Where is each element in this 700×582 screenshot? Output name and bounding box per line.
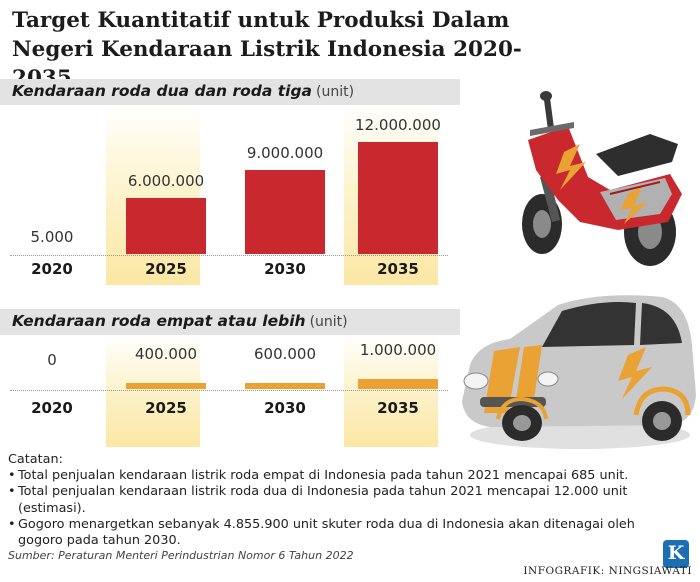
year-label-2035: 2035 bbox=[377, 399, 419, 417]
year-label-2025: 2025 bbox=[145, 260, 187, 278]
notes: Catatan: Total penjualan kendaraan listr… bbox=[8, 452, 668, 549]
year-label-2030: 2030 bbox=[264, 399, 306, 417]
value-label-2025: 6.000.000 bbox=[127, 172, 205, 190]
value-label-2030: 9.000.000 bbox=[246, 144, 324, 162]
note-item: Gogoro menargetkan sebanyak 4.855.900 un… bbox=[8, 517, 668, 549]
bar-2035 bbox=[358, 379, 438, 389]
year-label-2025: 2025 bbox=[145, 399, 187, 417]
value-label-2035: 1.000.000 bbox=[359, 341, 437, 359]
value-label-2030: 600.000 bbox=[253, 345, 317, 363]
baseline bbox=[10, 390, 448, 391]
year-label-2020: 2020 bbox=[31, 260, 73, 278]
value-label-2035: 12.000.000 bbox=[355, 116, 441, 134]
note-item: Total penjualan kendaraan listrik roda d… bbox=[8, 484, 668, 516]
kompas-logo: K bbox=[663, 540, 689, 568]
bar-2030 bbox=[245, 170, 325, 254]
note-item: Total penjualan kendaraan listrik roda e… bbox=[8, 468, 668, 484]
section-header-two-three-wheel: Kendaraan roda dua dan roda tiga (unit) bbox=[0, 79, 460, 105]
value-label-2025: 400.000 bbox=[134, 345, 198, 363]
notes-heading: Catatan: bbox=[8, 452, 63, 467]
bar-2025 bbox=[126, 198, 206, 254]
section-header-four-wheel: Kendaraan roda empat atau lebih (unit) bbox=[0, 309, 460, 335]
bar-2030 bbox=[245, 383, 325, 389]
scooter-illustration bbox=[522, 91, 682, 266]
bar-2035 bbox=[358, 142, 438, 254]
section-title: Kendaraan roda empat atau lebih (unit) bbox=[12, 312, 348, 330]
year-label-2030: 2030 bbox=[264, 260, 306, 278]
credit-text: INFOGRAFIK: NINGSIAWATI bbox=[523, 565, 692, 577]
highlight-column-2035-bottom bbox=[344, 335, 438, 447]
value-label-2020: 5.000 bbox=[30, 228, 74, 246]
value-label-2020: 0 bbox=[47, 351, 57, 369]
page-title: Target Kuantitatif untuk Produksi Dalam … bbox=[12, 8, 522, 91]
year-label-2020: 2020 bbox=[31, 399, 73, 417]
section-unit: (unit) bbox=[309, 314, 348, 330]
source-text: Sumber: Peraturan Menteri Perindustrian … bbox=[8, 549, 354, 562]
logo-letter: K bbox=[667, 542, 685, 564]
year-label-2035: 2035 bbox=[377, 260, 419, 278]
electric-car-illustration bbox=[462, 295, 696, 449]
baseline bbox=[10, 255, 448, 256]
bar-2025 bbox=[126, 383, 206, 389]
section-title: Kendaraan roda dua dan roda tiga (unit) bbox=[12, 82, 355, 100]
highlight-column-2025-bottom bbox=[106, 335, 200, 447]
section-unit: (unit) bbox=[316, 84, 355, 100]
highlight-column-2025-top bbox=[106, 105, 200, 285]
